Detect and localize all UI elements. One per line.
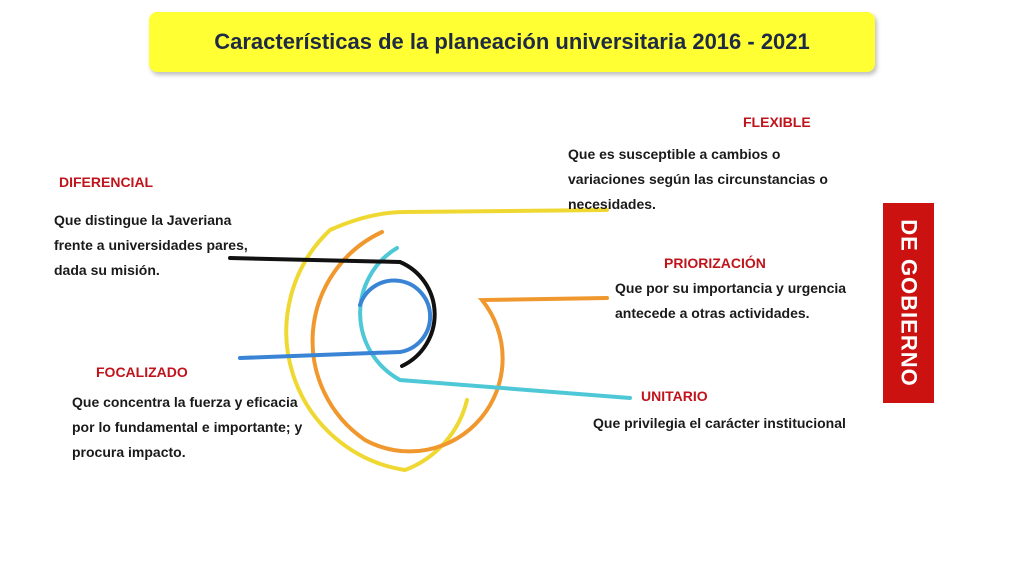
description-line: Que por su importancia y urgencia xyxy=(615,280,847,296)
description-line: Que concentra la fuerza y eficacia xyxy=(72,394,298,410)
unitario-label: UNITARIO xyxy=(641,388,708,404)
focalizado-label: FOCALIZADO xyxy=(96,364,188,380)
priorizacion-label: PRIORIZACIÓN xyxy=(664,255,766,271)
page-title: Características de la planeación univers… xyxy=(214,29,810,54)
black-arc xyxy=(228,256,437,368)
priorizacion-description: Que por su importancia y urgencia antece… xyxy=(615,276,846,326)
title-banner: Características de la planeación univers… xyxy=(149,12,875,72)
description-line: necesidades. xyxy=(568,196,656,212)
side-label: DE GOBIERNO xyxy=(896,219,922,387)
description-line: antecede a otras actividades. xyxy=(615,305,810,321)
description-line: procura impacto. xyxy=(72,444,186,460)
flexible-description: Que es susceptible a cambios o variacion… xyxy=(568,142,828,217)
orange-arc xyxy=(310,230,609,454)
blue-arc xyxy=(238,278,433,360)
description-line: Que privilegia el carácter institucional xyxy=(593,415,846,431)
description-line: Que distingue la Javeriana xyxy=(54,212,232,228)
unitario-description: Que privilegia el carácter institucional xyxy=(593,411,846,436)
description-line: frente a universidades pares, xyxy=(54,237,248,253)
focalizado-description: Que concentra la fuerza y eficacia por l… xyxy=(72,390,302,465)
yellow-arc xyxy=(284,208,609,473)
diferencial-description: Que distingue la Javeriana frente a univ… xyxy=(54,208,248,283)
description-line: Que es susceptible a cambios o xyxy=(568,146,781,162)
description-line: variaciones según las circunstancias o xyxy=(568,171,828,187)
diferencial-label: DIFERENCIAL xyxy=(59,174,154,190)
description-line: por lo fundamental e importante; y xyxy=(72,419,303,435)
description-line: dada su misión. xyxy=(54,262,160,278)
de-gobierno-box: DE GOBIERNO xyxy=(883,203,934,403)
flexible-label: FLEXIBLE xyxy=(743,114,811,130)
